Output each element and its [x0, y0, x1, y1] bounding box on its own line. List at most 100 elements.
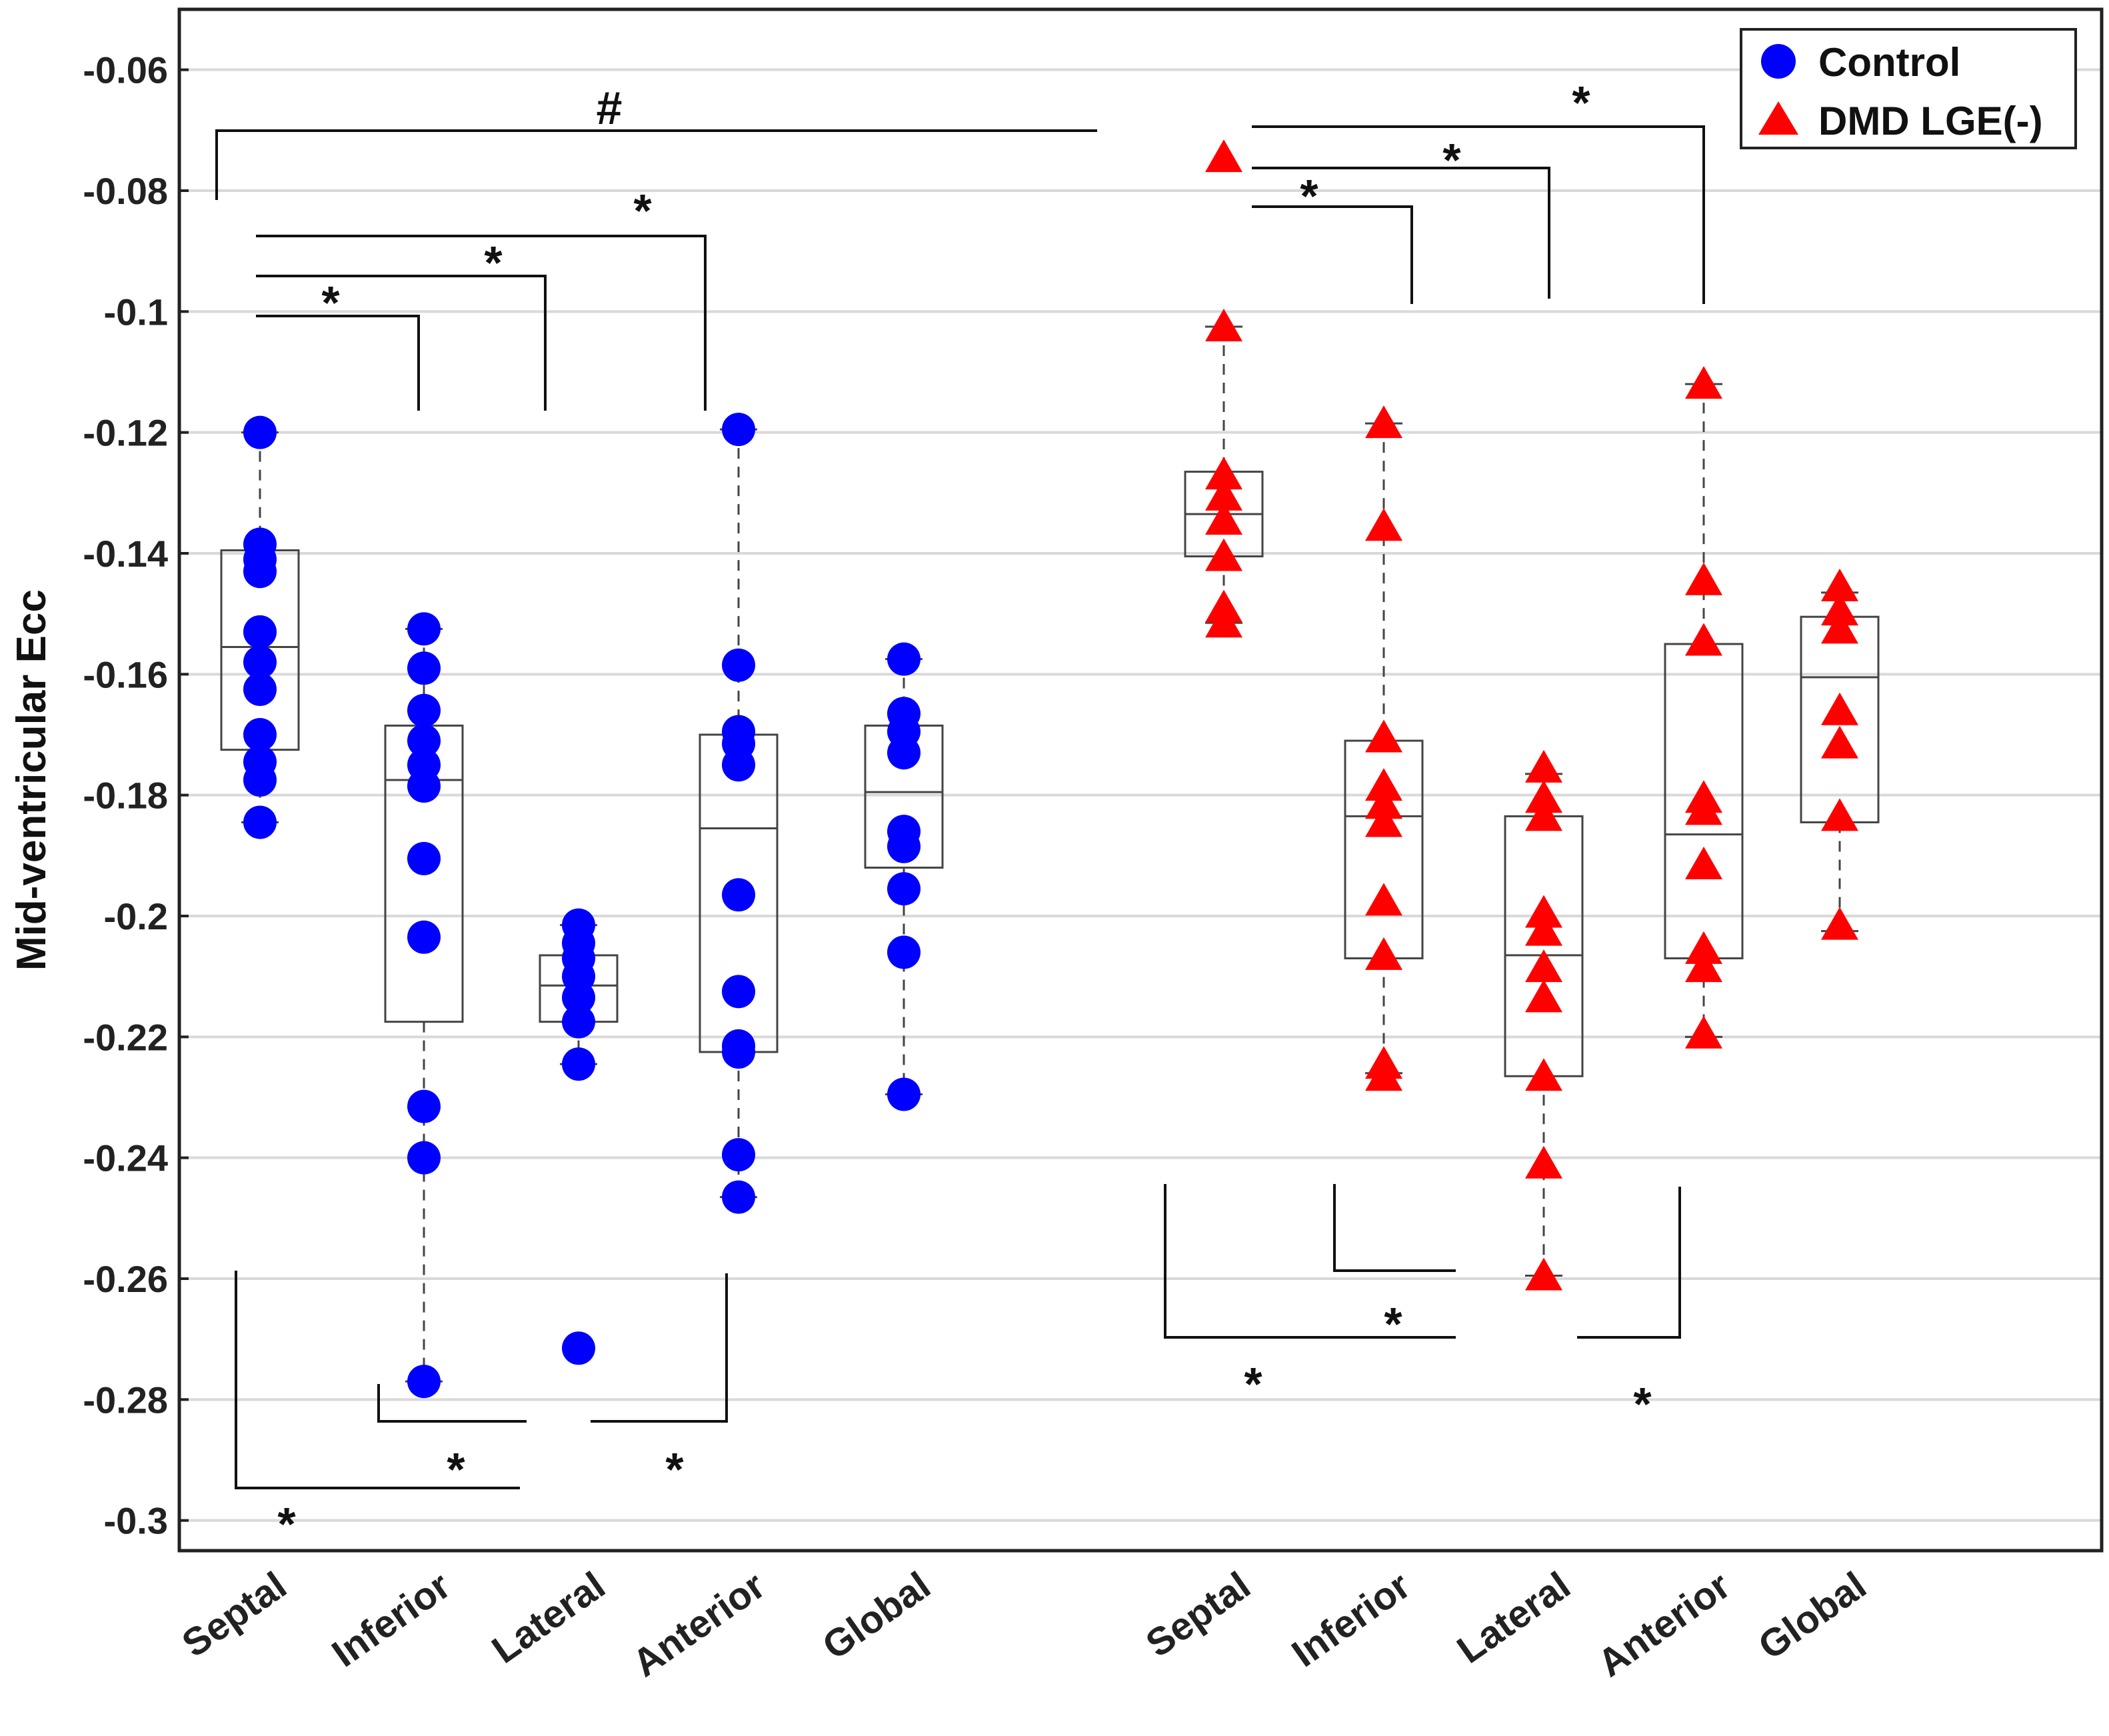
dmd-point: [1821, 593, 1858, 626]
dmd-point: [1365, 937, 1402, 970]
y-tick-label: -0.22: [83, 1016, 168, 1058]
control-point: [722, 975, 755, 1009]
control-point: [887, 872, 921, 906]
control-point: [722, 648, 755, 682]
control-point: [887, 642, 921, 676]
dmd-point: [1821, 692, 1858, 725]
bracket: [1252, 167, 1550, 299]
control-point: [562, 1005, 595, 1039]
control-point: [562, 981, 595, 1015]
control-point: [722, 878, 755, 912]
significance-marker: *: [1633, 1378, 1652, 1430]
dmd-point: [1205, 457, 1242, 490]
y-tick-label: -0.12: [83, 412, 168, 454]
dmd-point: [1685, 792, 1722, 825]
dmd-point: [1365, 1058, 1402, 1091]
dmd-point: [1525, 749, 1562, 783]
y-tick-label: -0.3: [104, 1500, 169, 1542]
significance-marker: *: [1572, 77, 1590, 129]
dmd-point: [1525, 979, 1562, 1013]
bracket: [591, 1273, 728, 1423]
bracket: [377, 1384, 527, 1423]
control-point: [243, 615, 277, 649]
dmd-point: [1525, 895, 1562, 928]
bracket: [1577, 1187, 1681, 1339]
control-point: [722, 1138, 755, 1172]
significance-marker: *: [1384, 1298, 1402, 1350]
y-tick-label: -0.16: [83, 653, 168, 695]
control-point: [407, 769, 441, 803]
dmd-point: [1821, 568, 1858, 601]
dmd-point: [1525, 1145, 1562, 1179]
significance-marker: *: [633, 185, 652, 237]
dmd-point: [1205, 538, 1242, 571]
control-point: [243, 415, 277, 449]
dmd-point: [1525, 798, 1562, 831]
control-point: [887, 736, 921, 770]
plot-area-frame: [177, 7, 2104, 1553]
control-point: [407, 841, 441, 875]
significance-marker: *: [1442, 134, 1461, 186]
y-tick-label: -0.26: [83, 1258, 168, 1300]
y-tick-label: -0.18: [83, 775, 168, 817]
bracket: [1164, 1184, 1456, 1339]
y-axis-ticks: -0.06 -0.08 -0.1 -0.12 -0.14 -0.16 -0.18 -0.2 -0…: [83, 49, 189, 1542]
dmd-point: [1821, 611, 1858, 644]
control-point: [407, 1365, 441, 1399]
dmd-point: [1821, 725, 1858, 759]
dmd-point: [1525, 780, 1562, 813]
y-tick-label: -0.06: [83, 49, 168, 91]
dmd-point: [1365, 786, 1402, 819]
control-point: [562, 1331, 595, 1365]
control-point: [407, 724, 441, 758]
control-point: [407, 920, 441, 954]
dmd-point: [1821, 907, 1858, 940]
control-point: [887, 935, 921, 969]
y-tick-label: -0.28: [83, 1379, 168, 1421]
control-point: [243, 673, 277, 706]
significance-marker: *: [665, 1443, 684, 1495]
dmd-point: [1821, 798, 1858, 831]
legend-dmd-label: DMD LGE(-): [1818, 99, 2043, 143]
control-point: [887, 1077, 921, 1111]
dmd-point: [1365, 804, 1402, 837]
bracket: [235, 1271, 520, 1489]
y-tick-label: -0.08: [83, 170, 168, 212]
control-point: [407, 651, 441, 685]
bracket: [1252, 205, 1413, 304]
dmd-point: [1205, 477, 1242, 511]
significance-marker: *: [447, 1443, 465, 1495]
control-point: [243, 555, 277, 589]
bracket: [256, 275, 547, 411]
dmd-point: [1525, 1257, 1562, 1291]
control-point: [243, 718, 277, 751]
dmd-point: [1525, 913, 1562, 946]
dmd-point: [1685, 623, 1722, 656]
significance-marker: *: [321, 277, 340, 329]
control-point: [887, 829, 921, 863]
y-tick-label: -0.2: [104, 895, 169, 937]
y-tick-label: -0.24: [83, 1137, 168, 1179]
significance-brackets: #***** *******: [215, 77, 1705, 1550]
bracket: [1252, 125, 1705, 304]
control-point: [722, 1035, 755, 1069]
y-axis-label: Mid-ventricular Ecc: [9, 589, 55, 971]
dmd-point: [1685, 366, 1722, 399]
y-tick-label: -0.14: [83, 533, 168, 575]
dmd-point: [1205, 139, 1242, 173]
legend: Control DMD LGE(-): [1740, 28, 2077, 149]
dmd-point: [1525, 949, 1562, 983]
control-point: [407, 1089, 441, 1123]
dmd-point: [1685, 931, 1722, 964]
dmd-point: [1205, 605, 1242, 638]
bracket: [256, 315, 420, 411]
dmd-point: [1685, 562, 1722, 595]
significance-marker: *: [1300, 170, 1318, 222]
bracket: [215, 129, 1097, 200]
control-point: [407, 1141, 441, 1175]
control-point: [243, 645, 277, 679]
significance-marker: *: [277, 1498, 296, 1550]
dmd-point: [1365, 508, 1402, 541]
legend-dmd-marker: [1758, 101, 1798, 135]
